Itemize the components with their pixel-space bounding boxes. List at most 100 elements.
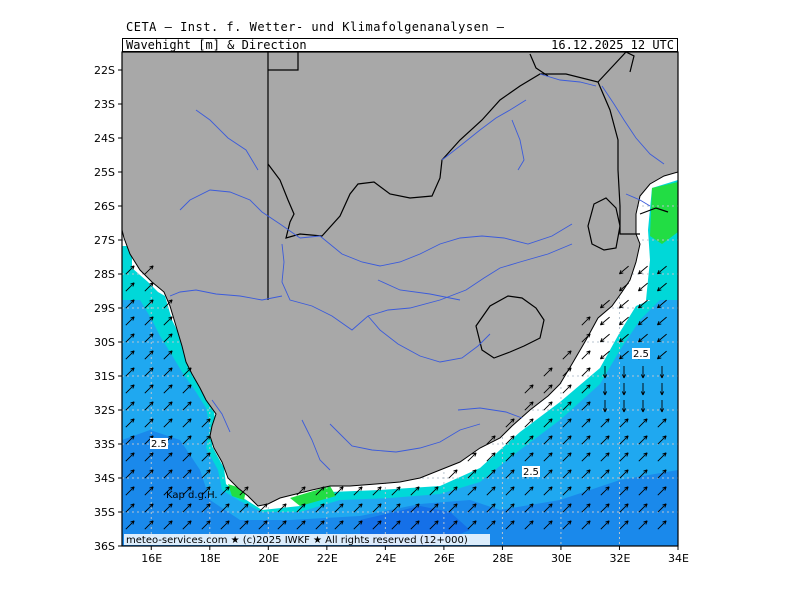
wave-arrow xyxy=(182,486,192,496)
wave-arrow xyxy=(638,452,648,462)
wave-arrow xyxy=(562,384,572,394)
wave-arrow xyxy=(618,265,629,275)
wave-arrow xyxy=(372,486,382,496)
plot-frame xyxy=(121,51,679,547)
wave-arrow xyxy=(656,350,667,360)
lat-tick-label: 25S xyxy=(94,166,115,179)
lon-tick-label: 16E xyxy=(141,552,162,565)
wave-arrow xyxy=(637,282,648,292)
wave-arrow xyxy=(201,452,211,462)
wave-arrow xyxy=(657,503,667,513)
wave-arrow xyxy=(621,400,627,413)
wave-arrow xyxy=(618,333,629,343)
wave-arrow xyxy=(353,486,363,496)
wave-arrow xyxy=(144,520,154,530)
wave-arrow xyxy=(581,486,591,496)
wave-arrow xyxy=(638,486,648,496)
wave-arrow xyxy=(201,503,211,513)
wave-arrow xyxy=(619,418,629,428)
wave-arrow xyxy=(144,503,154,513)
wave-arrow xyxy=(334,503,344,513)
wave-arrow xyxy=(467,520,477,530)
wave-arrow xyxy=(562,452,572,462)
wave-arrow xyxy=(467,452,477,462)
wave-arrow xyxy=(602,383,608,396)
wave-arrow xyxy=(182,401,192,411)
wave-arrow xyxy=(182,418,192,428)
wave-arrow xyxy=(448,469,458,479)
wave-arrow xyxy=(182,503,192,513)
wave-arrow xyxy=(638,503,648,513)
wave-arrow xyxy=(182,435,192,445)
wave-arrow xyxy=(182,469,192,479)
lat-tick-label: 34S xyxy=(94,472,115,485)
wave-arrow xyxy=(618,316,629,326)
wave-arrow xyxy=(467,469,477,479)
wave-arrow xyxy=(600,435,610,445)
wave-arrow xyxy=(659,383,665,396)
wave-arrow xyxy=(201,520,211,530)
wave-arrow xyxy=(144,282,154,292)
wave-arrow xyxy=(486,435,496,445)
wave-arrow xyxy=(125,401,135,411)
land-mass xyxy=(122,52,678,507)
wave-arrow xyxy=(524,401,534,411)
wave-arrow xyxy=(201,418,211,428)
wave-arrow xyxy=(524,384,534,394)
wave-arrow xyxy=(125,265,135,275)
wave-arrow xyxy=(562,350,572,360)
wave-arrow xyxy=(581,435,591,445)
wave-arrow xyxy=(524,418,534,428)
wave-arrow xyxy=(599,333,610,343)
wave-arrow xyxy=(543,367,553,377)
wave-arrow xyxy=(656,333,667,343)
wave-arrow xyxy=(505,520,515,530)
wave-arrow xyxy=(562,469,572,479)
lat-tick-label: 35S xyxy=(94,506,115,519)
wave-arrow xyxy=(144,486,154,496)
rivers xyxy=(169,73,665,471)
wave-arrow xyxy=(599,350,610,360)
wave-arrow xyxy=(125,469,135,479)
wave-arrow xyxy=(448,520,458,530)
wave-arrow xyxy=(602,366,608,379)
wave-arrow xyxy=(657,520,667,530)
wave-arrow xyxy=(637,265,648,275)
wave-arrow xyxy=(640,366,646,379)
wave-arrow xyxy=(429,520,439,530)
wave-arrow xyxy=(182,452,192,462)
wave-arrow xyxy=(258,520,268,530)
lon-tick-label: 18E xyxy=(200,552,221,565)
country-borders xyxy=(267,52,669,359)
wave-arrow xyxy=(372,503,382,513)
wave-arrow xyxy=(296,520,306,530)
header-title: CETA – Inst. f. Wetter- und Klimafolgena… xyxy=(126,20,505,34)
lon-tick-label: 24E xyxy=(375,552,396,565)
wave-arrow xyxy=(144,418,154,428)
contour-labels: 2.5 2.5 2.5 xyxy=(150,348,650,478)
wave-arrow xyxy=(600,452,610,462)
wave-arrow xyxy=(657,452,667,462)
wave-arrow xyxy=(315,486,325,496)
wave-arrow xyxy=(543,520,553,530)
wave-arrow xyxy=(505,435,515,445)
wave-arrow xyxy=(429,503,439,513)
footer-bg xyxy=(124,534,490,545)
wave-arrow xyxy=(505,486,515,496)
wave-arrow xyxy=(125,452,135,462)
wave-arrow xyxy=(581,367,591,377)
lon-tick-label: 34E xyxy=(668,552,689,565)
wave-arrow xyxy=(581,333,591,343)
wave-arrow xyxy=(599,316,610,326)
wave-arrow xyxy=(505,469,515,479)
wave-arrow xyxy=(391,486,401,496)
wave-arrow xyxy=(657,469,667,479)
lat-tick-label: 23S xyxy=(94,98,115,111)
wave-arrow xyxy=(619,435,629,445)
lat-tick-label: 30S xyxy=(94,336,115,349)
valid-time-label: 16.12.2025 12 UTC xyxy=(551,38,674,52)
lon-tick-label: 28E xyxy=(492,552,513,565)
wave-arrow xyxy=(581,384,591,394)
lat-tick-label: 36S xyxy=(94,540,115,553)
